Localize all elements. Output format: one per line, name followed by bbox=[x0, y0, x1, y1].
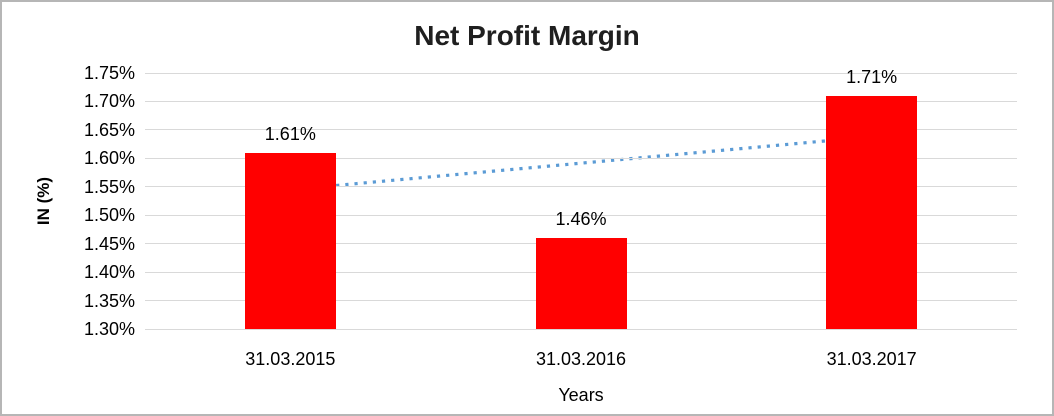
gridline bbox=[145, 214, 1017, 216]
gridline bbox=[145, 72, 1017, 74]
gridline bbox=[145, 328, 1017, 330]
bar-value-label: 1.71% bbox=[846, 66, 898, 87]
x-axis-category-label: 31.03.2015 bbox=[245, 349, 336, 369]
y-axis-tick-label: 1.45% bbox=[83, 233, 135, 254]
chart-title: Net Profit Margin bbox=[414, 20, 640, 51]
x-axis-category-label: 31.03.2016 bbox=[535, 349, 627, 369]
y-axis-tick-label: 1.35% bbox=[83, 290, 135, 311]
y-axis-tick-label: 1.30% bbox=[83, 319, 135, 339]
y-axis-tick-label: 1.65% bbox=[83, 119, 135, 140]
y-axis-tick-label: 1.50% bbox=[83, 205, 135, 226]
gridline bbox=[145, 157, 1017, 159]
y-axis-tick-label: 1.75% bbox=[83, 63, 135, 83]
bar-value-label: 1.61% bbox=[264, 123, 316, 144]
bar-value-label: 1.46% bbox=[555, 208, 607, 229]
y-axis-tick-label: 1.40% bbox=[83, 262, 135, 283]
y-axis-tick-label: 1.70% bbox=[83, 91, 135, 112]
x-axis-category-label: 31.03.2017 bbox=[826, 349, 917, 369]
bar-31.03.2016 bbox=[535, 237, 627, 329]
y-axis-tick-label: 1.55% bbox=[83, 176, 135, 197]
y-axis-tick-label: 1.60% bbox=[83, 148, 135, 169]
bar-31.03.2015 bbox=[244, 152, 336, 329]
bar-31.03.2017 bbox=[826, 95, 918, 329]
gridline bbox=[145, 100, 1017, 102]
gridline bbox=[145, 129, 1017, 131]
x-axis-title: Years bbox=[558, 385, 604, 405]
gridline bbox=[145, 186, 1017, 188]
